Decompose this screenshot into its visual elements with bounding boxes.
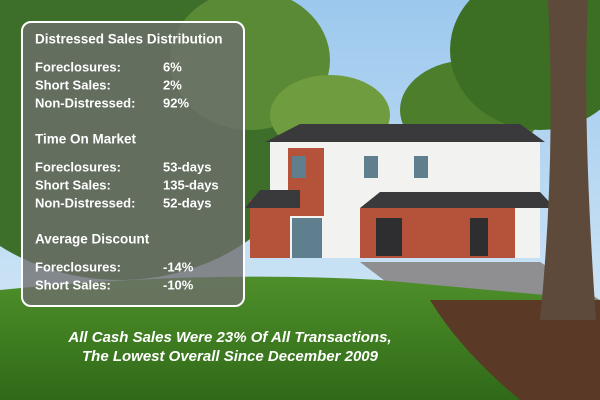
row-value: -14% (163, 259, 194, 274)
row-label: Foreclosures: (35, 59, 121, 74)
row-label: Short Sales: (35, 177, 111, 192)
row-value: 92% (163, 95, 189, 110)
row-label: Non-Distressed: (35, 195, 135, 210)
row-label: Foreclosures: (35, 259, 121, 274)
section-title: Average Discount (35, 232, 150, 247)
row-value: 52-days (163, 195, 211, 210)
row-value: 6% (163, 59, 182, 74)
section-title: Distressed Sales Distribution (35, 32, 223, 47)
caption-line: All Cash Sales Were 23% Of All Transacti… (67, 329, 391, 346)
info-panel (21, 21, 245, 307)
row-label: Short Sales: (35, 277, 111, 292)
row-value: 135-days (163, 177, 219, 192)
row-label: Foreclosures: (35, 159, 121, 174)
panel-content: Distressed Sales Distribution Foreclosure… (35, 32, 223, 293)
section-title: Time On Market (35, 132, 137, 147)
row-value: -10% (163, 277, 194, 292)
row-value: 53-days (163, 159, 211, 174)
row-label: Non-Distressed: (35, 95, 135, 110)
caption-line: The Lowest Overall Since December 2009 (82, 348, 379, 365)
row-value: 2% (163, 77, 182, 92)
row-label: Short Sales: (35, 77, 111, 92)
